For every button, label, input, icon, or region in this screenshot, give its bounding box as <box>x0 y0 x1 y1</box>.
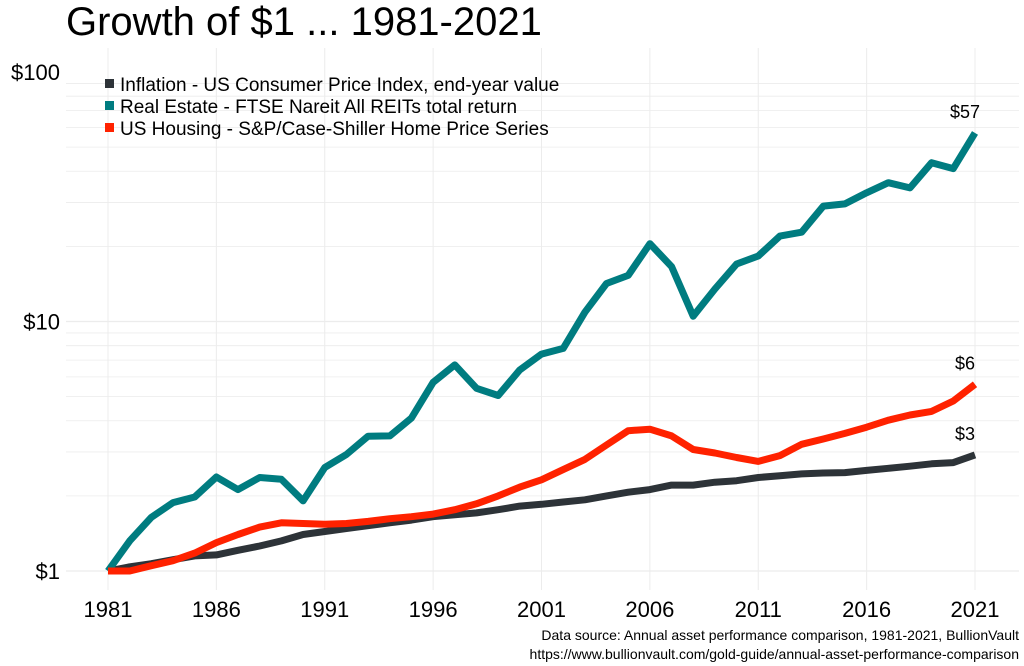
grid <box>66 48 1019 590</box>
end-labels: $3 $57 $6 <box>950 102 980 444</box>
series-line-1 <box>105 131 978 574</box>
series-line-0 <box>107 451 977 575</box>
source-line-2: https://www.bullionvault.com/gold-guide/… <box>530 646 1019 662</box>
x-tick-label: 2001 <box>517 597 566 622</box>
legend-label-0: Inflation - US Consumer Price Index, end… <box>120 75 559 96</box>
axes: $1 $10 $100 1981 1986 1991 1996 2001 2006 2011 201… <box>11 60 999 622</box>
x-tick-label: 2021 <box>951 597 1000 622</box>
legend-label-1: Real Estate - FTSE Nareit All REITs tota… <box>120 97 517 118</box>
legend-swatch-2 <box>105 123 114 132</box>
legend-label-2: US Housing - S&P/Case-Shiller Home Price… <box>120 119 549 140</box>
series-line-2 <box>108 381 978 575</box>
end-label-1: $57 <box>950 102 980 122</box>
x-tick-label: 2016 <box>842 597 891 622</box>
legend-swatch-1 <box>105 101 114 110</box>
x-tick-label: 1991 <box>300 597 349 622</box>
end-label-2: $6 <box>955 353 975 373</box>
x-tick-label: 1996 <box>409 597 458 622</box>
source-line-1: Data source: Annual asset performance co… <box>541 627 1019 643</box>
end-label-0: $3 <box>955 424 975 444</box>
x-tick-label: 2011 <box>735 597 782 622</box>
y-tick-label: $10 <box>23 310 60 335</box>
x-tick-label: 1981 <box>84 597 133 622</box>
x-tick-label: 2006 <box>625 597 674 622</box>
series-lines <box>105 131 978 575</box>
legend: Inflation - US Consumer Price Index, end… <box>105 75 559 140</box>
y-tick-label: $1 <box>36 559 60 584</box>
y-tick-label: $100 <box>11 60 60 85</box>
x-tick-label: 1986 <box>192 597 241 622</box>
legend-swatch-0 <box>105 79 114 88</box>
chart-title: Growth of $1 ... 1981-2021 <box>66 0 542 44</box>
